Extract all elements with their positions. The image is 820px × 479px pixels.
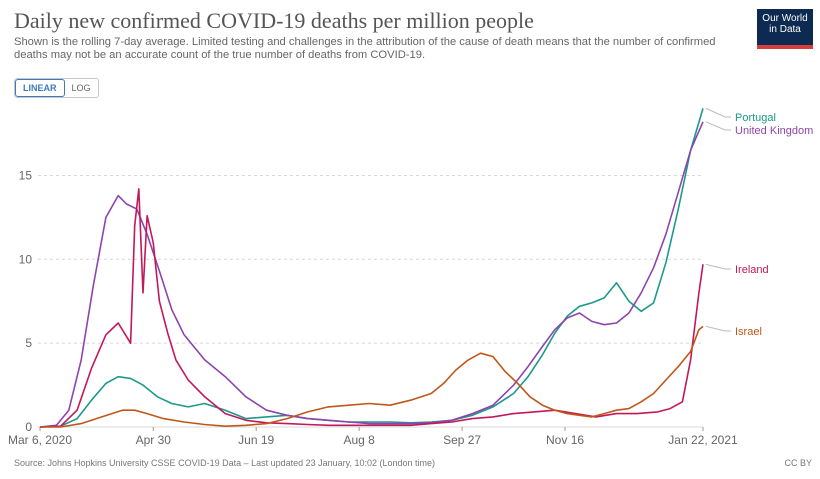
license-link[interactable]: CC BY — [784, 458, 812, 468]
legend-label-israel[interactable]: Israel — [735, 326, 762, 338]
x-tick-label: Apr 30 — [136, 433, 172, 447]
legend-label-ireland[interactable]: Ireland — [735, 264, 769, 276]
source-note: Source: Johns Hopkins University CSSE CO… — [14, 458, 436, 468]
legend-connector — [705, 263, 731, 270]
y-tick-label: 15 — [19, 168, 33, 182]
chart-title: Daily new confirmed COVID-19 deaths per … — [14, 8, 534, 33]
series-line-uk[interactable] — [39, 121, 704, 428]
x-tick-label: Aug 8 — [343, 433, 375, 447]
x-tick-label: Jan 22, 2021 — [668, 433, 738, 447]
x-tick-label: Nov 16 — [546, 433, 584, 447]
legend-label-uk[interactable]: United Kingdom — [735, 125, 813, 137]
series-line-ireland[interactable] — [39, 188, 704, 428]
y-tick-label: 5 — [25, 336, 32, 350]
legend-connector — [705, 121, 731, 131]
log-scale-button[interactable]: LOG — [71, 83, 91, 93]
scale-toggle: LINEAR LOG — [14, 78, 99, 98]
y-tick-label: 10 — [19, 252, 33, 266]
logo-line-1: Our World — [762, 13, 808, 24]
owid-logo[interactable]: Our World in Data — [757, 9, 813, 49]
y-tick-label: 0 — [25, 420, 32, 434]
legend-connector — [705, 325, 731, 332]
x-tick-label: Mar 6, 2020 — [8, 433, 72, 447]
legend-connector — [705, 107, 731, 118]
x-tick-label: Jun 19 — [238, 433, 274, 447]
legend-label-portugal[interactable]: Portugal — [735, 112, 776, 124]
chart-subtitle: Shown is the rolling 7-day average. Limi… — [14, 36, 716, 61]
linear-scale-button[interactable]: LINEAR — [15, 79, 65, 97]
x-tick-label: Sep 27 — [443, 433, 481, 447]
logo-line-2: in Data — [769, 24, 801, 35]
series-line-portugal[interactable] — [39, 108, 704, 428]
logo-accent-bar — [757, 45, 813, 49]
series-line-israel[interactable] — [40, 325, 704, 428]
